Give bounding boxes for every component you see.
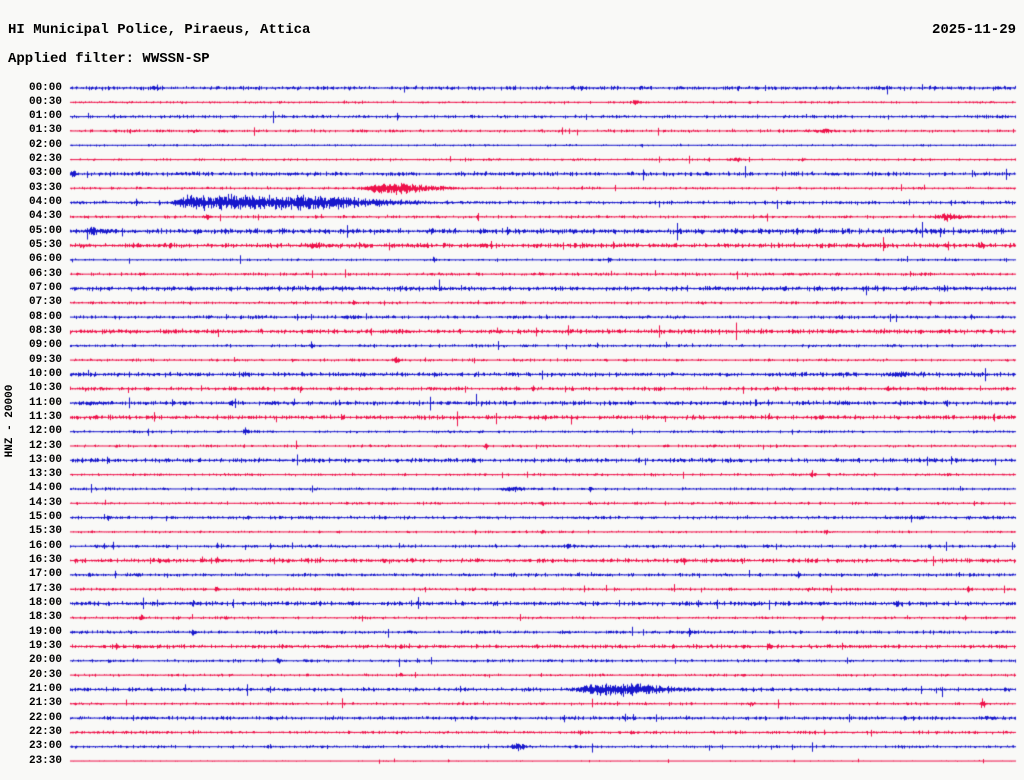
time-label: 09:00 <box>28 339 62 352</box>
time-label: 05:00 <box>28 224 62 237</box>
time-label: 22:30 <box>28 725 62 738</box>
time-label: 12:30 <box>28 439 62 452</box>
time-label: 03:00 <box>28 167 62 180</box>
time-label: 02:00 <box>28 138 62 151</box>
time-label: 07:00 <box>28 281 62 294</box>
time-label: 23:30 <box>28 754 62 767</box>
time-label: 17:00 <box>28 568 62 581</box>
time-label: 16:00 <box>28 539 62 552</box>
time-label: 22:00 <box>28 711 62 724</box>
time-label: 01:30 <box>28 124 62 137</box>
time-label: 03:30 <box>28 181 62 194</box>
time-label: 13:00 <box>28 453 62 466</box>
time-label: 14:30 <box>28 496 62 509</box>
time-label: 07:30 <box>28 296 62 309</box>
time-label: 23:00 <box>28 740 62 753</box>
time-label: 19:30 <box>28 639 62 652</box>
time-label: 11:00 <box>28 396 62 409</box>
time-label: 20:30 <box>28 668 62 681</box>
time-label: 02:30 <box>28 153 62 166</box>
time-label: 09:30 <box>28 353 62 366</box>
time-label: 19:00 <box>28 625 62 638</box>
applied-filter-label: Applied filter: WWSSN-SP <box>8 51 210 67</box>
time-label: 12:00 <box>28 425 62 438</box>
time-label: 14:00 <box>28 482 62 495</box>
time-label: 06:30 <box>28 267 62 280</box>
time-label: 11:30 <box>28 410 62 423</box>
time-label: 01:00 <box>28 110 62 123</box>
time-label: 06:00 <box>28 253 62 266</box>
time-label: 15:30 <box>28 525 62 538</box>
time-label: 13:30 <box>28 468 62 481</box>
time-label: 10:30 <box>28 382 62 395</box>
time-label: 10:00 <box>28 367 62 380</box>
station-title: HI Municipal Police, Piraeus, Attica <box>8 22 311 38</box>
time-label: 04:00 <box>28 196 62 209</box>
time-label: 16:30 <box>28 554 62 567</box>
time-label: 21:00 <box>28 682 62 695</box>
time-label: 00:00 <box>28 81 62 94</box>
time-label: 18:30 <box>28 611 62 624</box>
time-label: 05:30 <box>28 239 62 252</box>
time-label: 04:30 <box>28 210 62 223</box>
time-label: 00:30 <box>28 95 62 108</box>
time-label: 17:30 <box>28 582 62 595</box>
time-label: 18:00 <box>28 597 62 610</box>
report-date: 2025-11-29 <box>931 22 1016 38</box>
time-label: 15:00 <box>28 511 62 524</box>
time-label: 21:30 <box>28 697 62 710</box>
time-label: 08:00 <box>28 310 62 323</box>
time-label: 08:30 <box>28 324 62 337</box>
time-label: 20:00 <box>28 654 62 667</box>
